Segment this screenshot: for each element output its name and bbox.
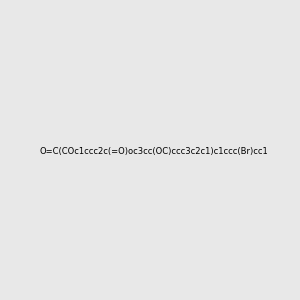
Text: O=C(COc1ccc2c(=O)oc3cc(OC)ccc3c2c1)c1ccc(Br)cc1: O=C(COc1ccc2c(=O)oc3cc(OC)ccc3c2c1)c1ccc… <box>39 147 268 156</box>
